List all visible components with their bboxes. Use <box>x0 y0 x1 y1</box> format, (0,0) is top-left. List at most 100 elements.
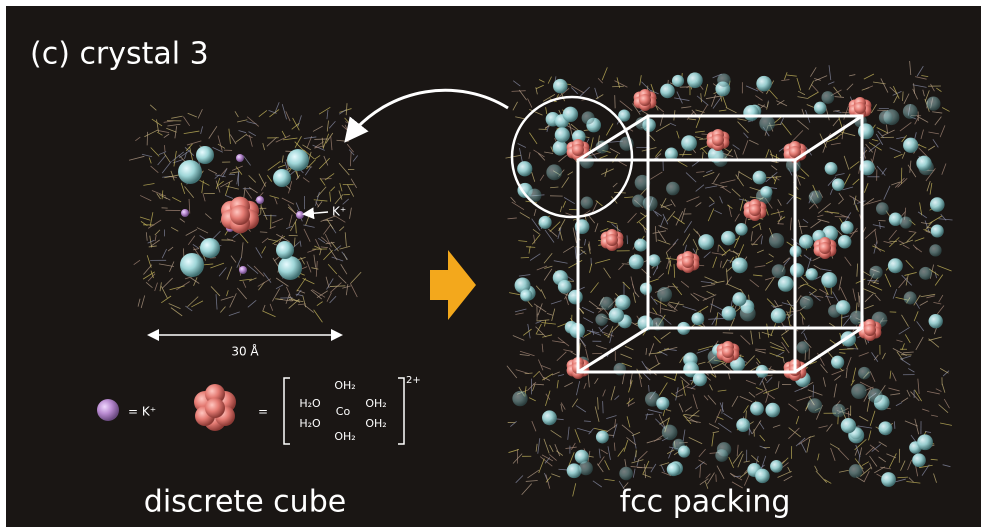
bond <box>797 96 809 100</box>
bond <box>577 427 592 433</box>
bond <box>941 163 947 175</box>
bond <box>527 381 537 391</box>
bond <box>711 182 725 187</box>
bond <box>563 349 573 352</box>
bond <box>612 423 618 438</box>
atom <box>869 265 883 279</box>
bond <box>929 182 933 195</box>
bond <box>278 234 284 245</box>
bond <box>660 204 673 209</box>
bond <box>777 199 782 206</box>
atom <box>902 104 918 119</box>
bond <box>811 84 819 93</box>
bond <box>750 231 753 242</box>
bond <box>193 277 198 286</box>
bond <box>346 184 355 197</box>
bond <box>550 186 559 189</box>
bond <box>799 283 806 287</box>
bond <box>781 336 790 348</box>
bond <box>879 221 881 229</box>
bond <box>726 268 729 284</box>
bond <box>141 153 153 158</box>
bond <box>150 147 160 157</box>
atom <box>903 291 917 305</box>
bond <box>587 372 590 388</box>
bond <box>312 125 323 132</box>
bond <box>826 137 838 143</box>
bond <box>711 316 717 325</box>
ion-arrow <box>302 207 329 220</box>
bond <box>855 204 859 212</box>
bond <box>606 220 618 225</box>
bond <box>681 106 692 109</box>
bond <box>815 470 828 483</box>
bond <box>783 257 791 266</box>
bond <box>837 448 850 461</box>
bond <box>517 143 527 148</box>
bond <box>329 282 342 293</box>
bond <box>707 394 717 405</box>
ligand: OH₂ <box>365 397 386 410</box>
bond <box>658 413 666 429</box>
bond <box>930 83 935 92</box>
bond <box>183 130 200 135</box>
bond <box>538 371 546 381</box>
bond <box>713 173 720 183</box>
bond <box>551 308 556 322</box>
atom <box>682 256 694 268</box>
bond <box>772 424 781 428</box>
bond <box>883 240 893 244</box>
bond <box>675 387 679 401</box>
bond <box>565 297 569 306</box>
bond <box>570 85 585 94</box>
bond <box>648 352 663 355</box>
bond <box>582 210 591 216</box>
bond <box>604 460 610 471</box>
bond <box>755 389 768 396</box>
atom <box>181 209 189 217</box>
bond <box>611 323 620 333</box>
bond <box>302 177 310 183</box>
bond <box>303 136 317 139</box>
bond <box>876 165 886 176</box>
atom <box>572 144 584 156</box>
bond <box>236 171 240 185</box>
bond <box>874 229 878 244</box>
bond <box>255 247 263 259</box>
bond <box>180 182 186 195</box>
bond <box>820 268 832 272</box>
bond <box>852 197 858 211</box>
bond <box>699 478 709 485</box>
bond <box>170 170 175 181</box>
bond <box>292 117 300 131</box>
atom <box>230 205 250 225</box>
bond <box>874 294 881 302</box>
bond <box>557 374 565 377</box>
bond <box>806 104 814 108</box>
bond <box>510 420 517 427</box>
bond <box>736 444 739 457</box>
bond <box>798 219 803 235</box>
bond <box>712 431 719 434</box>
bond <box>303 149 315 160</box>
bond <box>665 408 672 412</box>
bond <box>542 94 556 102</box>
bond <box>706 290 715 296</box>
bond <box>880 78 889 93</box>
bond <box>718 244 727 254</box>
atom <box>813 101 827 115</box>
bond <box>621 362 633 368</box>
bond <box>777 381 780 389</box>
bond <box>686 419 701 423</box>
bond <box>186 140 202 146</box>
bond <box>901 135 907 143</box>
bond <box>178 149 191 159</box>
bond <box>150 270 154 279</box>
bond <box>808 203 815 210</box>
bond <box>560 402 566 410</box>
bond <box>140 221 148 227</box>
bond <box>512 80 521 87</box>
bond <box>869 410 876 426</box>
bond <box>716 465 725 479</box>
bond <box>191 300 204 308</box>
